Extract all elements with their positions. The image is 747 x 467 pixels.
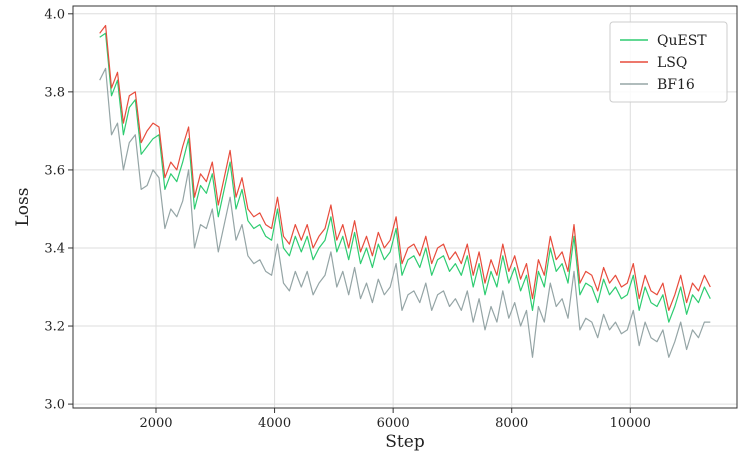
y-tick-label: 3.6 [44, 163, 65, 178]
y-tick-label: 3.4 [44, 241, 65, 256]
legend-label: BF16 [657, 77, 695, 93]
series-layer [99, 24, 711, 358]
series-line-lsq [99, 24, 711, 311]
x-tick-label: 6000 [377, 416, 410, 431]
x-tick-label: 4000 [258, 416, 291, 431]
x-tick-label: 8000 [495, 416, 528, 431]
x-axis: 2000 4000 6000 8000 10000 [139, 408, 651, 431]
y-tick-label: 3.2 [44, 320, 65, 335]
y-tick-label: 4.0 [44, 7, 65, 22]
legend-box [609, 21, 728, 103]
legend: QuEST LSQ BF16 [609, 21, 728, 103]
series-line-quest [99, 32, 711, 323]
x-tick-label: 10000 [610, 416, 651, 431]
legend-label: LSQ [657, 55, 687, 71]
x-tick-label: 2000 [139, 416, 172, 431]
series-line-bf16 [99, 67, 711, 358]
x-axis-title: Step [385, 432, 425, 452]
plot-frame [72, 5, 738, 409]
y-tick-label: 3.0 [44, 398, 65, 413]
y-axis: 3.0 3.2 3.4 3.6 3.8 4.0 [44, 7, 73, 413]
legend-label: QuEST [657, 33, 707, 49]
y-tick-label: 3.8 [44, 85, 65, 100]
y-axis-title: Loss [13, 188, 33, 227]
